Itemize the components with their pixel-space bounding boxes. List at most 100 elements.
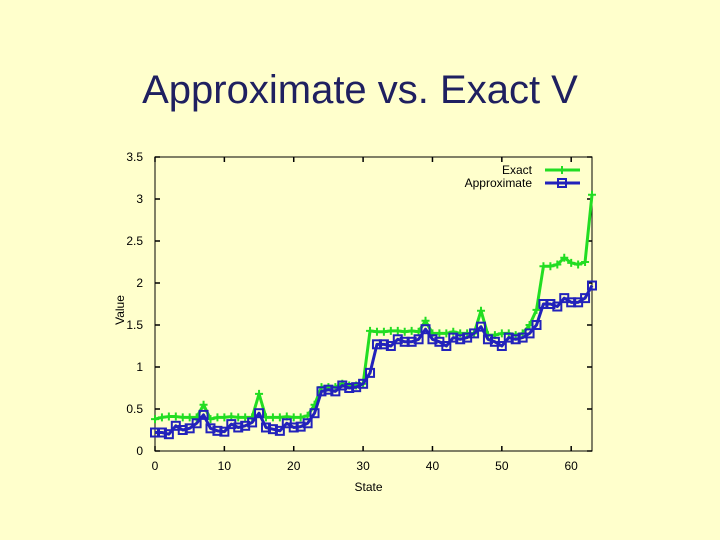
data-point-approximate xyxy=(323,384,334,395)
data-point-approximate xyxy=(337,380,348,391)
data-point-approximate xyxy=(260,422,271,433)
data-point-approximate xyxy=(274,425,285,436)
chart-axis-labels: State Value xyxy=(113,295,383,494)
data-point-approximate xyxy=(552,301,563,312)
data-point-approximate xyxy=(156,427,167,438)
data-point-approximate xyxy=(469,328,480,339)
data-point-approximate xyxy=(247,417,258,428)
data-point-approximate xyxy=(177,425,188,435)
data-point-exact xyxy=(296,413,305,422)
data-point-approximate xyxy=(316,386,327,397)
data-point-exact xyxy=(581,258,590,266)
x-tick-label: 10 xyxy=(218,459,232,473)
plot-frame xyxy=(154,156,593,452)
data-point-exact xyxy=(393,326,402,335)
slide-title: Approximate vs. Exact V xyxy=(142,68,578,112)
series-line-approximate xyxy=(155,284,594,436)
data-point-exact xyxy=(213,413,222,422)
data-point-approximate xyxy=(531,320,542,330)
data-point-approximate xyxy=(580,293,591,304)
data-point-exact xyxy=(379,327,388,336)
y-tick-label: 2 xyxy=(136,276,143,290)
data-point-exact xyxy=(407,326,416,335)
data-point-exact xyxy=(255,389,264,398)
data-point-exact xyxy=(421,316,430,325)
data-point-exact xyxy=(268,413,277,422)
data-point-approximate xyxy=(150,427,160,438)
data-point-approximate xyxy=(476,321,487,332)
y-tick-label: 1.5 xyxy=(126,318,143,332)
data-point-approximate xyxy=(510,334,521,345)
legend-marker-exact xyxy=(558,166,566,174)
data-point-exact xyxy=(157,413,166,422)
data-point-exact xyxy=(400,327,409,336)
y-tick-label: 3.5 xyxy=(126,150,143,164)
data-point-approximate xyxy=(267,424,278,435)
data-point-approximate xyxy=(205,423,216,434)
series-exact xyxy=(151,190,596,424)
data-point-approximate xyxy=(288,422,299,433)
data-point-exact xyxy=(366,326,375,335)
data-point-exact xyxy=(546,262,555,271)
data-point-approximate xyxy=(587,280,597,291)
y-tick-label: 1 xyxy=(136,360,143,374)
data-point-exact xyxy=(574,260,583,269)
x-tick-label: 40 xyxy=(426,459,440,473)
data-point-approximate xyxy=(566,297,577,308)
data-point-approximate xyxy=(496,341,507,351)
data-point-approximate xyxy=(420,324,431,335)
data-point-approximate xyxy=(378,339,389,350)
y-axis-label: Value xyxy=(113,295,127,325)
data-point-approximate xyxy=(191,418,202,429)
data-point-approximate xyxy=(524,328,535,339)
data-point-exact xyxy=(275,413,284,422)
data-point-exact xyxy=(435,329,444,338)
legend-label-approximate: Approximate xyxy=(465,176,533,190)
data-point-exact xyxy=(386,326,395,335)
data-point-exact xyxy=(220,413,229,422)
chart-series xyxy=(150,190,597,440)
data-point-exact xyxy=(234,413,243,422)
data-point-approximate xyxy=(344,383,355,393)
data-point-approximate xyxy=(385,341,396,351)
legend-label-exact: Exact xyxy=(502,163,533,177)
data-point-exact xyxy=(164,412,173,421)
data-point-exact xyxy=(171,412,180,421)
data-point-exact xyxy=(560,253,569,262)
chart-axes: 0 0.5 1 1.5 2 2.5 3 3.5 0 10 20 30 40 50 60 xyxy=(126,150,593,473)
data-point-approximate xyxy=(330,386,341,397)
data-point-exact xyxy=(588,190,596,199)
data-point-approximate xyxy=(302,418,313,429)
data-point-approximate xyxy=(254,408,265,419)
data-point-approximate xyxy=(413,334,424,345)
y-tick-label: 0.5 xyxy=(126,402,143,416)
data-point-exact xyxy=(532,305,541,314)
data-point-exact xyxy=(477,306,486,315)
data-point-approximate xyxy=(448,332,459,343)
data-point-approximate xyxy=(538,299,549,309)
data-point-approximate xyxy=(219,426,230,437)
data-point-approximate xyxy=(455,334,466,345)
x-tick-label: 20 xyxy=(287,459,301,473)
legend-marker-approximate xyxy=(557,178,567,188)
data-point-approximate xyxy=(545,299,556,309)
data-point-exact xyxy=(372,327,381,336)
data-point-exact xyxy=(289,413,298,422)
data-point-approximate xyxy=(184,423,195,434)
data-point-exact xyxy=(567,258,576,267)
data-point-approximate xyxy=(406,336,417,347)
x-tick-label: 0 xyxy=(152,459,159,473)
x-tick-label: 50 xyxy=(495,459,509,473)
data-point-exact xyxy=(539,262,548,271)
series-approximate xyxy=(150,280,597,440)
y-tick-label: 3 xyxy=(136,192,143,206)
data-point-exact xyxy=(553,260,562,269)
data-point-approximate xyxy=(392,334,403,345)
data-point-exact xyxy=(151,415,159,424)
y-tick-label: 0 xyxy=(136,444,143,458)
data-point-approximate xyxy=(441,341,452,351)
x-axis-label: State xyxy=(354,480,382,494)
data-point-approximate xyxy=(365,367,376,378)
